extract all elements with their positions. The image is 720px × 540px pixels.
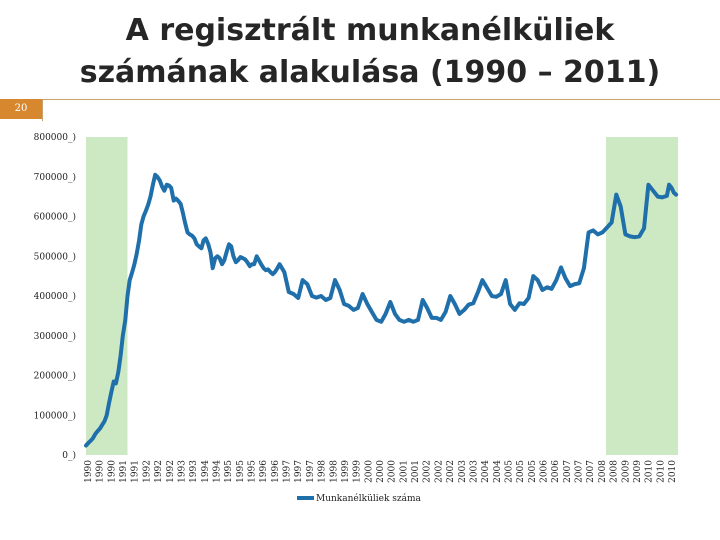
x-tick-label: 1995	[236, 460, 246, 483]
x-axis-tick-labels: 1990 1990 1990 1991 1991 1992 1992 1992 1993 1993…	[84, 460, 678, 483]
y-tick-label: 0_)	[62, 450, 76, 461]
x-tick-label: 2003	[469, 460, 479, 483]
title-underline	[42, 99, 720, 100]
shaded-periods	[86, 137, 678, 455]
x-tick-label: 1997	[294, 460, 304, 483]
x-tick-label: 2006	[551, 460, 561, 483]
y-tick-label: 400000_)	[34, 291, 76, 302]
x-tick-label: 1999	[353, 460, 363, 483]
x-tick-label: 2010	[645, 460, 655, 483]
x-tick-label: 1992	[142, 460, 152, 483]
x-tick-label: 2009	[633, 460, 643, 483]
x-tick-label: 1990	[96, 460, 106, 483]
x-tick-label: 1991	[119, 460, 129, 483]
x-tick-label: 2005	[504, 460, 514, 483]
y-tick-label: 300000_)	[34, 331, 76, 342]
legend-label: Munkanélküliek száma	[316, 493, 422, 504]
x-tick-label: 2003	[458, 460, 468, 483]
x-tick-label: 2007	[575, 460, 585, 483]
x-tick-label: 2001	[411, 460, 421, 483]
slide-title-line-1: A regisztrált munkanélküliek	[125, 13, 615, 48]
x-tick-label: 2006	[540, 460, 550, 483]
x-tick-label: 1998	[329, 460, 339, 483]
x-tick-label: 2001	[399, 460, 409, 483]
y-tick-label: 500000_)	[34, 251, 76, 262]
series-line-munkanelkuliek	[84, 172, 679, 448]
x-tick-label: 2007	[586, 460, 596, 483]
x-tick-label: 1991	[131, 460, 141, 483]
x-tick-label: 1992	[154, 460, 164, 483]
x-tick-label: 2007	[563, 460, 573, 483]
x-tick-label: 2004	[493, 460, 503, 483]
y-tick-label: 700000_)	[34, 172, 76, 183]
shaded-period-1	[86, 137, 128, 455]
x-tick-label: 2002	[446, 460, 456, 483]
x-tick-label: 2000	[364, 460, 374, 483]
x-tick-label: 2005	[528, 460, 538, 483]
x-tick-label: 2010	[668, 460, 678, 483]
x-tick-label: 1990	[84, 460, 94, 483]
slide-title-line-2: számának alakulása (1990 – 2011)	[79, 55, 661, 90]
x-tick-label: 2010	[656, 460, 666, 483]
x-tick-label: 1996	[259, 460, 269, 483]
title-rule-vertical	[42, 99, 43, 121]
x-tick-label: 1997	[283, 460, 293, 483]
x-tick-label: 1993	[177, 460, 187, 483]
legend: Munkanélküliek száma	[297, 493, 422, 504]
y-tick-label: 100000_)	[34, 410, 76, 421]
x-tick-label: 2008	[598, 460, 608, 483]
x-tick-label: 2002	[434, 460, 444, 483]
x-tick-label: 1994	[201, 460, 211, 483]
x-tick-label: 1998	[318, 460, 328, 483]
x-tick-label: 2008	[610, 460, 620, 483]
y-tick-label: 800000_)	[34, 132, 76, 143]
x-tick-label: 1997	[306, 460, 316, 483]
x-tick-label: 2002	[423, 460, 433, 483]
x-tick-label: 1990	[107, 460, 117, 483]
slide-title: A regisztrált munkanélküliek számának al…	[60, 10, 680, 100]
x-tick-label: 2004	[481, 460, 491, 483]
x-tick-label: 1994	[212, 460, 222, 483]
x-tick-label: 1995	[224, 460, 234, 483]
slide-number: 20	[0, 99, 42, 119]
y-tick-label: 600000_)	[34, 212, 76, 223]
x-tick-label: 1993	[189, 460, 199, 483]
x-tick-label: 1999	[341, 460, 351, 483]
x-tick-label: 1992	[166, 460, 176, 483]
x-tick-label: 2009	[621, 460, 631, 483]
y-tick-label: 200000_)	[34, 371, 76, 382]
x-tick-label: 2005	[516, 460, 526, 483]
x-tick-label: 1995	[248, 460, 258, 483]
x-tick-label: 2000	[388, 460, 398, 483]
y-axis-tick-labels: 0_) 100000_) 200000_) 300000_) 400000_) 50000…	[34, 132, 76, 461]
x-tick-label: 1996	[271, 460, 281, 483]
x-tick-label: 2000	[376, 460, 386, 483]
